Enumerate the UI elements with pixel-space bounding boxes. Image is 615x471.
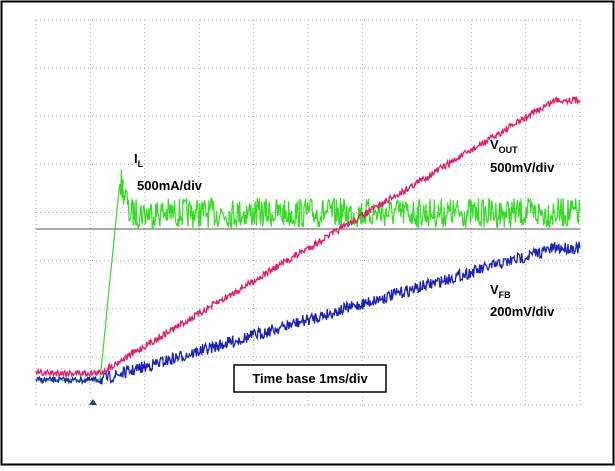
vfb-trace [35,240,581,386]
vout-label: VOUT [490,137,518,155]
time-base-box [233,364,387,393]
il-scale: 500mA/div [137,178,203,193]
vout-scale: 500mV/div [490,160,555,175]
time-base: Time base 1ms/div [252,371,368,386]
vfb-label: VFB [490,282,511,300]
vout-trace [35,95,581,379]
trigger-marker [89,399,97,405]
vfb-scale: 200mV/div [490,304,555,319]
il-label: IL [134,151,144,169]
traces [35,95,581,386]
il-trace [35,169,581,383]
